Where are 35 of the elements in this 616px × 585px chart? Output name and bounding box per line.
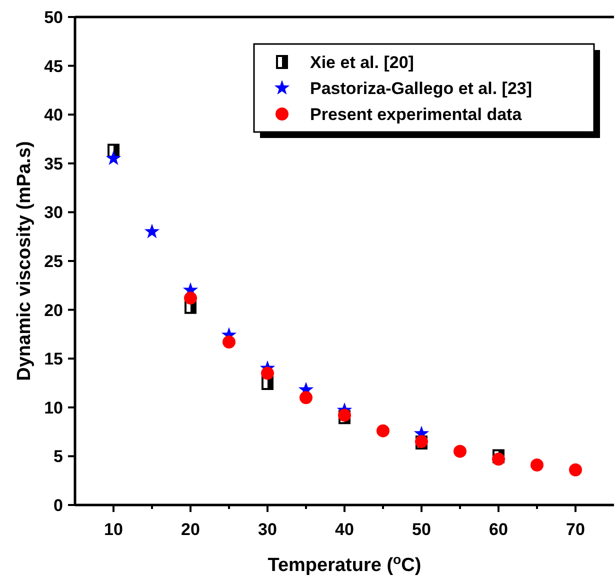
x-tick-label: 10 [104,520,123,539]
point [300,391,312,404]
x-axis-title: Temperature ($^{o}$C) [268,552,422,576]
legend-label: Pastoriza-Gallego et al. [23] [310,79,532,98]
y-tick-label: 20 [44,300,63,320]
point [184,292,197,305]
y-tick-label: 45 [44,56,63,76]
point [530,458,544,472]
point [492,452,505,466]
x-tick-label: 30 [258,520,277,539]
x-tick-label: 60 [489,520,508,539]
y-tick-label: 40 [44,106,63,125]
y-tick-label: 35 [44,154,63,174]
point [144,224,160,238]
legend-label: Present experimental data [310,105,522,124]
point [454,444,466,458]
x-tick-label: 20 [181,520,200,539]
y-tick-label: 10 [44,398,63,418]
legend-label: Xie et al. [20] [310,53,414,72]
point [106,150,122,165]
point [222,336,236,349]
y-tick-label: 0 [54,496,63,515]
y-tick-label: 15 [44,350,63,369]
point [376,424,390,438]
x-tick-label: 50 [412,520,431,539]
point [569,463,582,476]
y-tick-label: 50 [44,8,63,27]
y-tick-label: 5 [54,447,63,466]
x-tick-label: 70 [566,520,585,539]
y-axis-title: Dynamic viscosity (mPa.s) [14,141,35,381]
y-tick-label: 30 [44,203,63,222]
point [338,408,351,422]
point [261,366,274,380]
x-tick-label: 40 [335,520,354,539]
y-tick-label: 25 [44,252,63,271]
